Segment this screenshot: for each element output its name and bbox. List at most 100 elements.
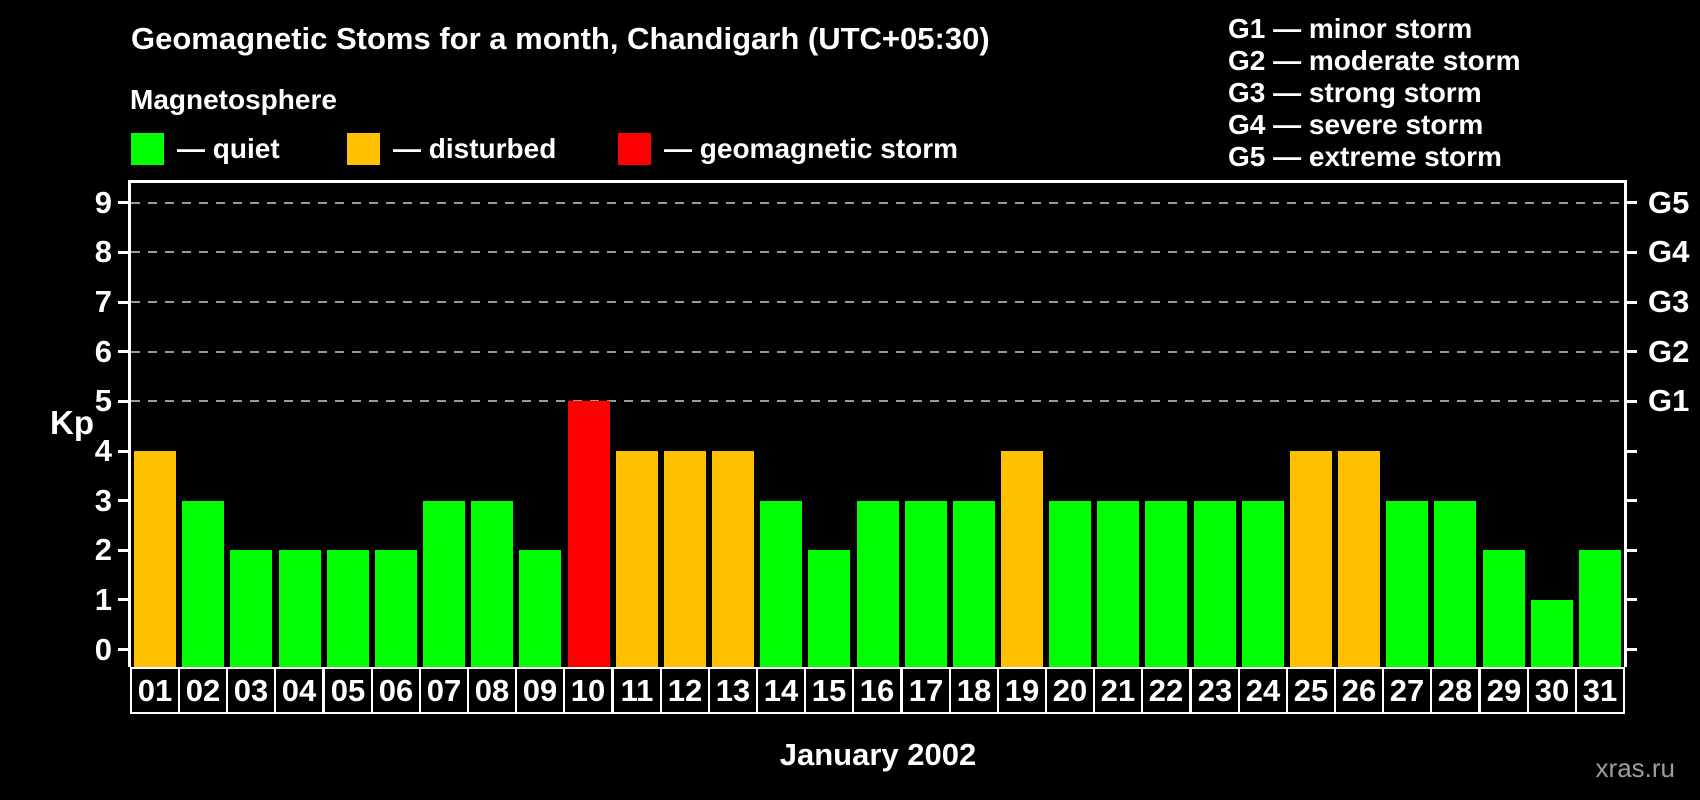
y-tick-left-7 xyxy=(118,301,128,304)
g-scale-legend: G1 — minor storm G2 — moderate storm G3 … xyxy=(1228,13,1521,173)
right-axis-label-g4: G4 xyxy=(1648,234,1690,269)
day-label-03: 03 xyxy=(226,667,276,714)
y-axis-line xyxy=(128,180,131,667)
y-tick-left-4 xyxy=(118,450,128,453)
right-axis-label-g5: G5 xyxy=(1648,185,1690,220)
day-label-25: 25 xyxy=(1286,667,1336,714)
y-tick-left-9 xyxy=(118,201,128,204)
bar-day-25 xyxy=(1290,451,1332,667)
y-tick-left-2 xyxy=(118,549,128,552)
bar-day-14 xyxy=(760,501,802,667)
bar-day-22 xyxy=(1145,501,1187,667)
x-axis-label: January 2002 xyxy=(779,737,977,772)
right-axis-label-g2: G2 xyxy=(1648,334,1690,369)
y-tick-label-7: 7 xyxy=(94,284,112,319)
g4-legend-line: G4 — severe storm xyxy=(1228,109,1484,140)
bar-day-24 xyxy=(1242,501,1284,667)
bar-day-31 xyxy=(1579,550,1621,667)
y-tick-right-3 xyxy=(1627,499,1637,502)
day-label-07: 07 xyxy=(419,667,469,714)
day-label-08: 08 xyxy=(467,667,517,714)
day-label-19: 19 xyxy=(997,667,1047,714)
disturbed-legend-label: — disturbed xyxy=(393,133,557,164)
gridline-kp5 xyxy=(131,400,1624,402)
y-tick-left-5 xyxy=(118,400,128,403)
bar-day-09 xyxy=(519,550,561,667)
y-tick-right-0 xyxy=(1627,648,1637,651)
bar-day-12 xyxy=(664,451,706,667)
gridline-kp6 xyxy=(131,351,1624,353)
gridline-kp7 xyxy=(131,301,1624,303)
storm-legend-label: — geomagnetic storm xyxy=(664,133,959,164)
bar-day-23 xyxy=(1194,501,1236,667)
bar-day-26 xyxy=(1338,451,1380,667)
y-tick-label-0: 0 xyxy=(94,632,112,667)
y-tick-right-5 xyxy=(1627,400,1637,403)
right-axis-line xyxy=(1624,180,1627,667)
y-tick-left-6 xyxy=(118,350,128,353)
day-label-11: 11 xyxy=(612,667,662,714)
day-label-18: 18 xyxy=(949,667,999,714)
y-axis-label: Kp xyxy=(50,404,94,441)
bar-day-17 xyxy=(905,501,947,667)
day-label-17: 17 xyxy=(901,667,951,714)
day-label-22: 22 xyxy=(1141,667,1191,714)
bar-day-03 xyxy=(230,550,272,667)
y-tick-left-1 xyxy=(118,598,128,601)
day-label-09: 09 xyxy=(515,667,565,714)
day-label-26: 26 xyxy=(1334,667,1384,714)
bar-day-08 xyxy=(471,501,513,667)
bar-day-15 xyxy=(808,550,850,667)
day-label-10: 10 xyxy=(563,667,613,714)
day-label-16: 16 xyxy=(852,667,902,714)
bar-day-20 xyxy=(1049,501,1091,667)
day-label-06: 06 xyxy=(371,667,421,714)
y-tick-left-8 xyxy=(118,251,128,254)
y-tick-right-8 xyxy=(1627,251,1637,254)
day-label-30: 30 xyxy=(1527,667,1577,714)
bar-day-01 xyxy=(134,451,176,667)
storm-color-swatch xyxy=(618,133,651,165)
bar-day-05 xyxy=(327,550,369,667)
y-tick-right-7 xyxy=(1627,301,1637,304)
plot-top-border xyxy=(128,180,1627,183)
chart-title: Geomagnetic Stoms for a month, Chandigar… xyxy=(131,21,990,56)
day-label-21: 21 xyxy=(1093,667,1143,714)
legend-item-disturbed: — disturbed xyxy=(347,133,556,165)
day-label-05: 05 xyxy=(323,667,373,714)
watermark: xras.ru xyxy=(1595,753,1675,783)
day-label-15: 15 xyxy=(804,667,854,714)
bar-day-13 xyxy=(712,451,754,667)
y-tick-label-2: 2 xyxy=(94,532,112,567)
day-label-13: 13 xyxy=(708,667,758,714)
bar-day-02 xyxy=(182,501,224,667)
y-tick-label-6: 6 xyxy=(94,334,112,369)
y-tick-right-1 xyxy=(1627,598,1637,601)
day-label-28: 28 xyxy=(1430,667,1480,714)
day-label-27: 27 xyxy=(1382,667,1432,714)
disturbed-color-swatch xyxy=(347,133,380,165)
bar-day-27 xyxy=(1386,501,1428,667)
bar-day-18 xyxy=(953,501,995,667)
bar-day-16 xyxy=(857,501,899,667)
g2-legend-line: G2 — moderate storm xyxy=(1228,45,1521,76)
gridline-kp9 xyxy=(131,202,1624,204)
bar-day-29 xyxy=(1483,550,1525,667)
legend-item-storm: — geomagnetic storm xyxy=(618,133,958,165)
bar-day-10 xyxy=(568,401,610,667)
bar-day-28 xyxy=(1434,501,1476,667)
y-tick-left-0 xyxy=(118,648,128,651)
bar-day-21 xyxy=(1097,501,1139,667)
y-tick-label-4: 4 xyxy=(94,433,112,468)
y-tick-right-2 xyxy=(1627,549,1637,552)
y-tick-right-6 xyxy=(1627,350,1637,353)
right-axis-label-g3: G3 xyxy=(1648,284,1690,319)
g5-legend-line: G5 — extreme storm xyxy=(1228,141,1502,172)
day-label-31: 31 xyxy=(1575,667,1625,714)
y-tick-label-3: 3 xyxy=(94,483,112,518)
y-tick-label-8: 8 xyxy=(94,234,112,269)
day-label-24: 24 xyxy=(1238,667,1288,714)
day-label-29: 29 xyxy=(1479,667,1529,714)
legend-item-quiet: — quiet xyxy=(131,133,280,165)
